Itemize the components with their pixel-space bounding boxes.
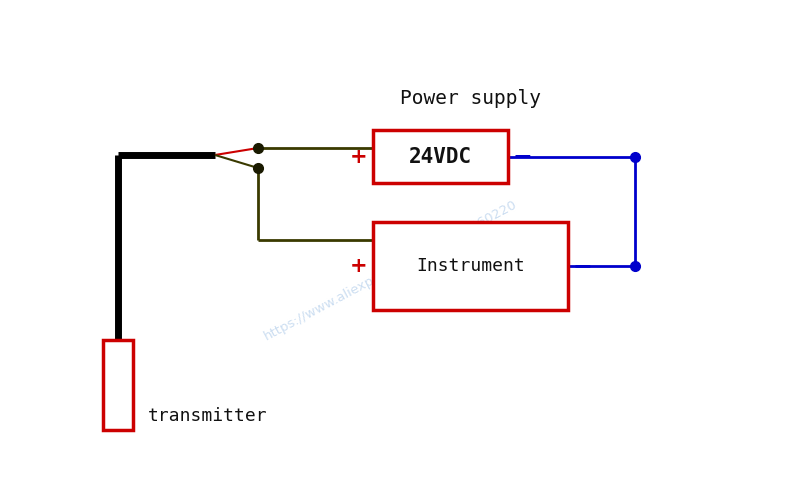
FancyBboxPatch shape <box>103 340 133 430</box>
Text: +: + <box>350 146 368 166</box>
Text: 24VDC: 24VDC <box>409 146 472 166</box>
Text: −: − <box>572 254 592 278</box>
FancyBboxPatch shape <box>373 130 508 183</box>
FancyBboxPatch shape <box>373 222 568 310</box>
Text: transmitter: transmitter <box>148 407 268 425</box>
Text: https://www.aliexpress.com/store/1360220: https://www.aliexpress.com/store/1360220 <box>261 197 519 343</box>
Text: +: + <box>350 256 368 276</box>
Text: Power supply: Power supply <box>400 89 541 108</box>
Text: Instrument: Instrument <box>416 257 525 275</box>
Text: −: − <box>512 144 532 169</box>
